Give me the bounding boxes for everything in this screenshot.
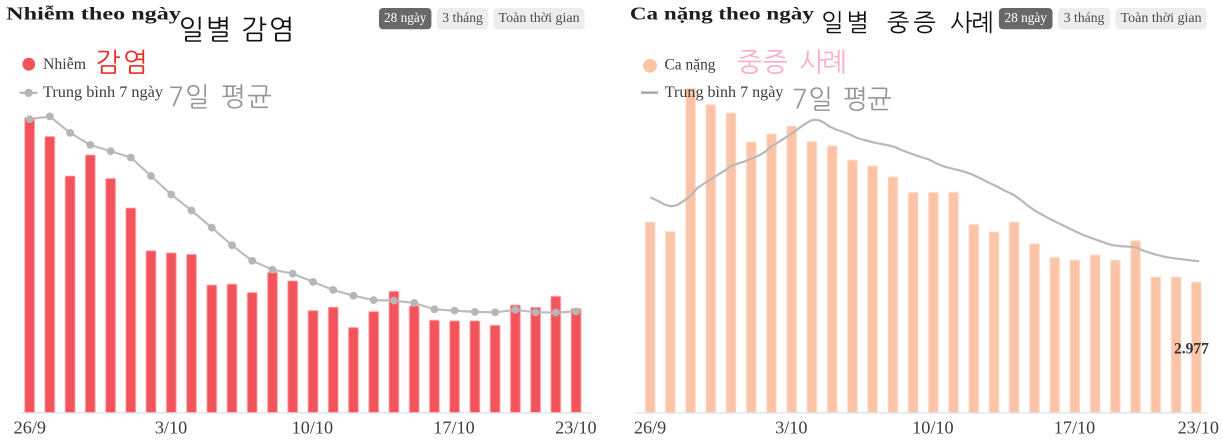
svg-text:23/10: 23/10 bbox=[1178, 418, 1219, 438]
svg-text:2.977: 2.977 bbox=[1174, 341, 1209, 358]
svg-text:26/9: 26/9 bbox=[14, 418, 46, 438]
svg-text:3 tháng: 3 tháng bbox=[442, 11, 483, 26]
svg-text:Nhiễm: Nhiễm bbox=[43, 56, 87, 73]
svg-text:3 tháng: 3 tháng bbox=[1064, 11, 1105, 26]
svg-text:17/10: 17/10 bbox=[1054, 418, 1095, 438]
svg-text:Ca nặng: Ca nặng bbox=[665, 56, 716, 73]
svg-text:Ca nặng theo ngày: Ca nặng theo ngày bbox=[630, 3, 814, 23]
svg-text:28 ngày: 28 ngày bbox=[384, 11, 427, 26]
svg-text:Toàn thời gian: Toàn thời gian bbox=[1121, 11, 1202, 26]
svg-text:26/9: 26/9 bbox=[634, 418, 666, 438]
svg-text:10/10: 10/10 bbox=[292, 418, 333, 438]
svg-text:10/10: 10/10 bbox=[912, 418, 953, 438]
svg-text:17/10: 17/10 bbox=[433, 418, 474, 438]
svg-text:Trung bình 7 ngày: Trung bình 7 ngày bbox=[665, 84, 784, 101]
svg-text:3/10: 3/10 bbox=[775, 418, 807, 438]
svg-text:Toàn thời gian: Toàn thời gian bbox=[499, 11, 580, 26]
svg-text:28 ngày: 28 ngày bbox=[1004, 11, 1047, 26]
svg-text:3/10: 3/10 bbox=[155, 418, 187, 438]
svg-text:23/10: 23/10 bbox=[555, 418, 596, 438]
svg-text:Nhiễm theo ngày: Nhiễm theo ngày bbox=[6, 3, 181, 23]
svg-text:Trung bình 7 ngày: Trung bình 7 ngày bbox=[43, 84, 163, 101]
